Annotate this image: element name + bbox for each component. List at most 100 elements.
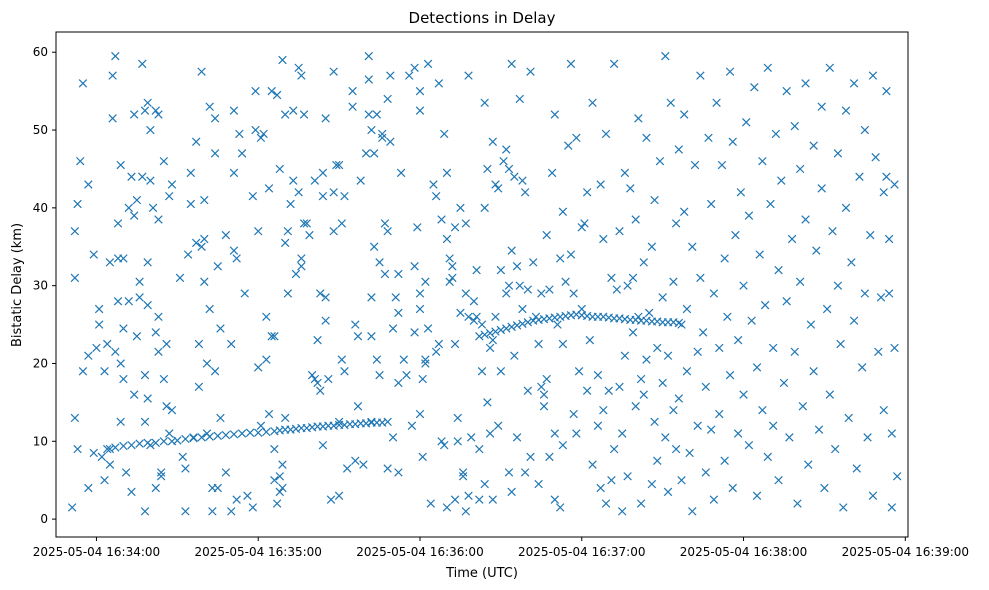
data-point (78, 367, 88, 376)
data-point (477, 320, 487, 329)
data-point (841, 106, 851, 115)
data-point (674, 145, 684, 154)
data-point (728, 483, 737, 493)
data-point (418, 452, 427, 462)
data-point (337, 355, 347, 364)
data-point (601, 129, 611, 139)
data-point (879, 188, 888, 197)
data-point (205, 432, 214, 441)
x-tick-label: 2025-05-04 16:38:00 (680, 545, 807, 559)
data-point (617, 429, 627, 438)
data-point (434, 79, 444, 88)
data-point (890, 343, 899, 353)
data-point (564, 141, 573, 150)
data-point (615, 382, 624, 392)
data-point (205, 102, 214, 111)
data-point (294, 188, 303, 197)
data-point (127, 172, 136, 181)
data-point (105, 460, 115, 469)
data-point (437, 215, 446, 224)
data-point (105, 444, 115, 454)
data-point (135, 293, 144, 302)
data-point (113, 219, 123, 228)
data-point (154, 215, 163, 224)
data-point (892, 472, 902, 481)
data-point (547, 168, 557, 178)
data-point (868, 491, 878, 500)
data-point (278, 460, 287, 469)
data-point (874, 347, 883, 357)
data-point (200, 277, 209, 287)
data-point (507, 246, 516, 255)
data-point (499, 156, 508, 166)
data-point (639, 258, 648, 267)
data-point (882, 86, 891, 96)
data-point (181, 464, 190, 473)
data-point (580, 219, 589, 228)
data-point (313, 335, 322, 345)
data-point (227, 507, 236, 516)
data-point (555, 254, 565, 263)
data-point (146, 176, 155, 185)
x-tick-label: 2025-05-04 16:35:00 (194, 545, 321, 559)
data-point (143, 438, 152, 448)
data-point (143, 394, 152, 403)
data-point (200, 234, 209, 244)
data-point (542, 230, 551, 240)
data-point (103, 339, 112, 349)
data-point (706, 425, 716, 434)
data-point (879, 405, 888, 415)
data-point (181, 507, 190, 516)
data-point (423, 324, 433, 333)
data-point (415, 304, 425, 314)
y-tick-label: 50 (33, 123, 48, 137)
data-point (272, 90, 282, 100)
data-point (431, 191, 441, 201)
data-point (612, 285, 622, 294)
data-point (84, 180, 93, 189)
data-point (825, 63, 835, 73)
data-point (253, 428, 263, 437)
data-point (550, 110, 560, 119)
data-point (76, 156, 85, 166)
data-point (496, 367, 506, 376)
data-point (108, 114, 117, 123)
data-point (661, 51, 670, 61)
data-point (213, 483, 222, 493)
data-point (515, 281, 524, 290)
data-point (221, 230, 231, 240)
data-point (119, 374, 128, 384)
data-point (493, 184, 503, 193)
data-point (639, 390, 648, 399)
data-point (515, 94, 524, 104)
data-point (658, 293, 667, 302)
data-point (523, 318, 533, 327)
data-point (138, 59, 147, 69)
data-point (569, 289, 578, 298)
data-point (154, 347, 163, 357)
data-point (804, 460, 813, 469)
data-point (790, 121, 799, 131)
data-point (453, 437, 462, 446)
data-point (617, 507, 627, 516)
data-point (866, 230, 875, 240)
data-point (213, 261, 222, 271)
data-point (70, 226, 80, 236)
data-point (253, 226, 263, 236)
data-point (181, 434, 190, 444)
data-point (550, 495, 560, 504)
data-point (280, 413, 290, 423)
data-point (448, 273, 457, 283)
data-point (194, 339, 204, 349)
data-point (375, 370, 384, 380)
data-point (216, 324, 225, 333)
data-point (763, 452, 773, 462)
data-point (394, 308, 403, 318)
data-point (725, 370, 735, 380)
data-point (774, 475, 783, 485)
data-point (321, 316, 330, 325)
data-point (534, 479, 543, 489)
data-point (844, 413, 853, 423)
data-point (119, 254, 128, 263)
data-point (340, 191, 349, 201)
